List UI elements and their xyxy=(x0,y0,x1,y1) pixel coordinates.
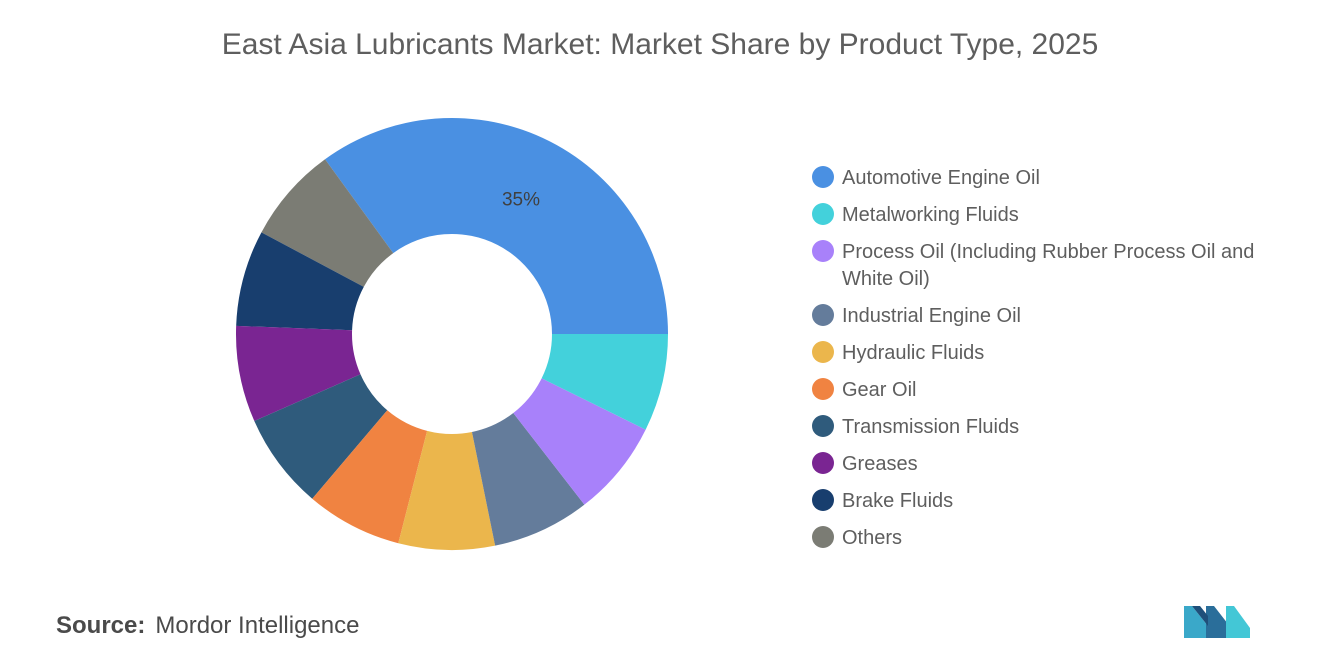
legend-label: Gear Oil xyxy=(842,379,917,401)
legend-item: Automotive Engine Oil xyxy=(812,165,1282,192)
legend-item: Transmission Fluids xyxy=(812,414,1282,441)
legend-label: Greases xyxy=(842,453,918,475)
legend-item: Gear Oil xyxy=(812,377,1282,404)
legend-item: Industrial Engine Oil xyxy=(812,303,1282,330)
legend-item: Others xyxy=(812,525,1282,552)
legend-item: Brake Fluids xyxy=(812,488,1282,515)
legend-label: Hydraulic Fluids xyxy=(842,342,985,364)
legend-label: Automotive Engine Oil xyxy=(842,167,1040,189)
legend-label: Transmission Fluids xyxy=(842,416,1020,438)
source-prefix: Source: xyxy=(56,612,146,639)
legend-swatch xyxy=(812,452,834,474)
slice-greases xyxy=(236,325,361,422)
legend-swatch xyxy=(812,341,834,363)
legend-swatch xyxy=(812,240,834,262)
legend-label: Process Oil (Including Rubber Process Oi… xyxy=(842,241,1255,290)
legend-swatch xyxy=(812,415,834,437)
slice-hydraulic-fluids xyxy=(398,430,496,550)
legend-label: Metalworking Fluids xyxy=(842,204,1019,226)
source-name: Mordor Intelligence xyxy=(155,612,360,639)
slice-gear-oil xyxy=(312,410,428,544)
slice-brake-fluids xyxy=(236,232,364,331)
legend-swatch xyxy=(812,526,834,548)
slice-industrial-engine-oil xyxy=(471,413,585,546)
legend-label: Industrial Engine Oil xyxy=(842,305,1021,327)
legend-item: Metalworking Fluids xyxy=(812,202,1282,229)
legend-item: Hydraulic Fluids xyxy=(812,340,1282,367)
legend-item: Greases xyxy=(812,451,1282,478)
legend-item: Process Oil (Including Rubber Process Oi… xyxy=(812,239,1282,293)
legend-swatch xyxy=(812,166,834,188)
slice-metalworking-fluids xyxy=(541,334,668,430)
legend-swatch xyxy=(812,378,834,400)
slice-others xyxy=(261,159,394,287)
slice-transmission-fluids xyxy=(254,374,388,499)
source-note: Source: Mordor Intelligence xyxy=(56,612,359,640)
legend-label: Others xyxy=(842,527,903,549)
slice-data-label: 35% xyxy=(502,190,540,211)
legend-swatch xyxy=(812,203,834,225)
legend-swatch xyxy=(812,304,834,326)
chart-legend: Automotive Engine Oil Metalworking Fluids… xyxy=(812,165,1282,562)
legend-swatch xyxy=(812,489,834,511)
legend-label: Brake Fluids xyxy=(842,490,954,512)
slice-automotive-engine-oil xyxy=(325,118,668,335)
mordor-intelligence-logo-icon xyxy=(1184,606,1250,638)
slice-process-oil-including-rubber-process-oil-and-white-oil xyxy=(513,378,646,505)
chart-title: East Asia Lubricants Market: Market Shar… xyxy=(221,28,1099,61)
